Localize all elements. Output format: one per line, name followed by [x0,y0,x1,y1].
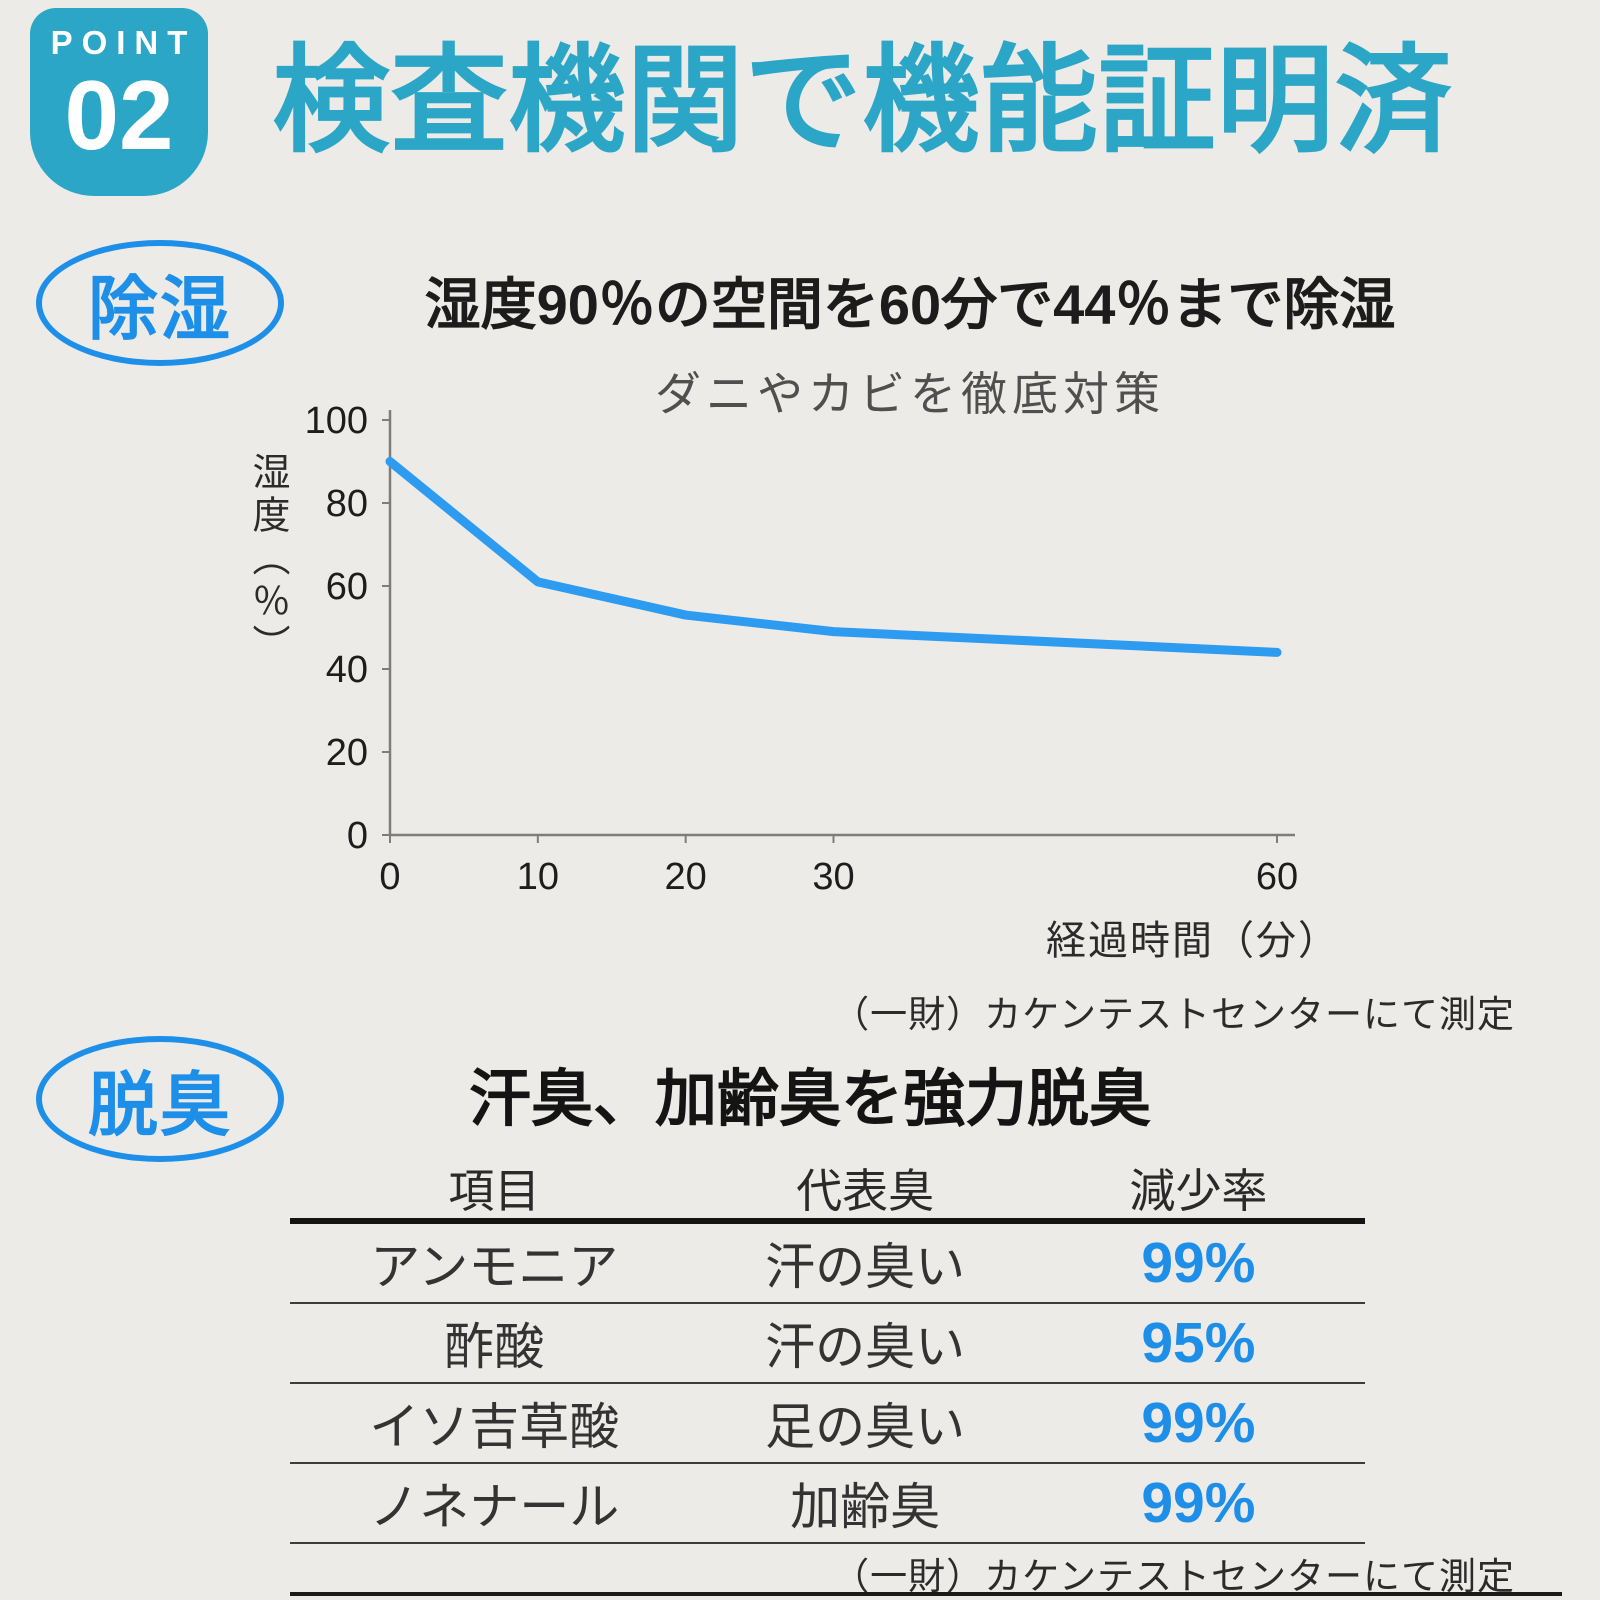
chart-title: 湿度90％の空間を60分で44％まで除湿 [424,273,1396,336]
x-axis-label: 経過時間（分） [1046,919,1340,963]
y-tick-label: 60 [326,566,368,608]
dehumidify-tag-label: 除湿 [88,269,232,348]
y-tick-label: 40 [326,649,368,691]
reduction-rate: 95% [1141,1311,1256,1375]
deodorize-headline: 汗臭、加齢臭を強力脱臭 [468,1065,1151,1134]
page-title: 検査機関で機能証明済 [272,35,1453,166]
y-axis-label: 湿度（％） [246,452,288,667]
table-row: 酢酸 汗の臭い 95% [290,1304,1365,1384]
odor-item: 酢酸 [444,1319,545,1375]
point-badge-number: 02 [64,60,174,170]
odor-type: 加齢臭 [790,1479,941,1535]
deodorize-source-note: （一財）カケンテストセンターにて測定 [832,1556,1515,1597]
deodorize-tag-label: 脱臭 [88,1065,232,1144]
reduction-rate: 99% [1141,1471,1256,1535]
odor-type: 汗の臭い [765,1319,966,1375]
y-tick-label: 80 [326,483,368,525]
table-row: アンモニア 汗の臭い 99% [290,1224,1365,1304]
x-tick-label: 30 [812,856,854,898]
reduction-rate: 99% [1141,1391,1256,1455]
point-badge: POINT 02 [30,8,208,196]
y-tick-label: 100 [305,400,368,442]
x-tick-label: 10 [517,856,559,898]
odor-item: ノネナール [369,1479,620,1535]
deodorize-table: 項目 代表臭 減少率 アンモニア 汗の臭い 99% 酢酸 汗の臭い 95% イソ… [290,1158,1365,1544]
deodorize-tag: 脱臭 [36,1036,284,1162]
x-tick-label: 0 [379,856,400,898]
x-tick-label: 20 [665,856,707,898]
column-header-item: 項目 [448,1165,541,1217]
y-tick-label: 0 [347,815,368,857]
table-row: イソ吉草酸 足の臭い 99% [290,1384,1365,1464]
dehumidify-tag: 除湿 [36,240,284,366]
dehumidify-source-note: （一財）カケンテストセンターにて測定 [832,994,1515,1035]
column-header-rate: 減少率 [1129,1165,1268,1217]
odor-item: イソ吉草酸 [369,1399,620,1455]
table-row: ノネナール 加齢臭 99% [290,1464,1365,1544]
column-header-odor: 代表臭 [796,1165,935,1217]
x-tick-label: 60 [1256,856,1298,898]
humidity-line [385,457,1282,657]
odor-type: 足の臭い [765,1399,966,1455]
table-header-row: 項目 代表臭 減少率 [290,1158,1365,1224]
odor-type: 汗の臭い [765,1239,966,1295]
y-tick-label: 20 [326,732,368,774]
chart-subtitle: ダニやカビを徹底対策 [655,368,1165,420]
bottom-divider [290,1592,1562,1596]
odor-item: アンモニア [370,1239,619,1295]
point-badge-label: POINT [50,24,197,61]
reduction-rate: 99% [1141,1231,1256,1295]
humidity-line-chart: 0 20 40 60 80 100 0 10 20 30 60 [305,400,1299,898]
